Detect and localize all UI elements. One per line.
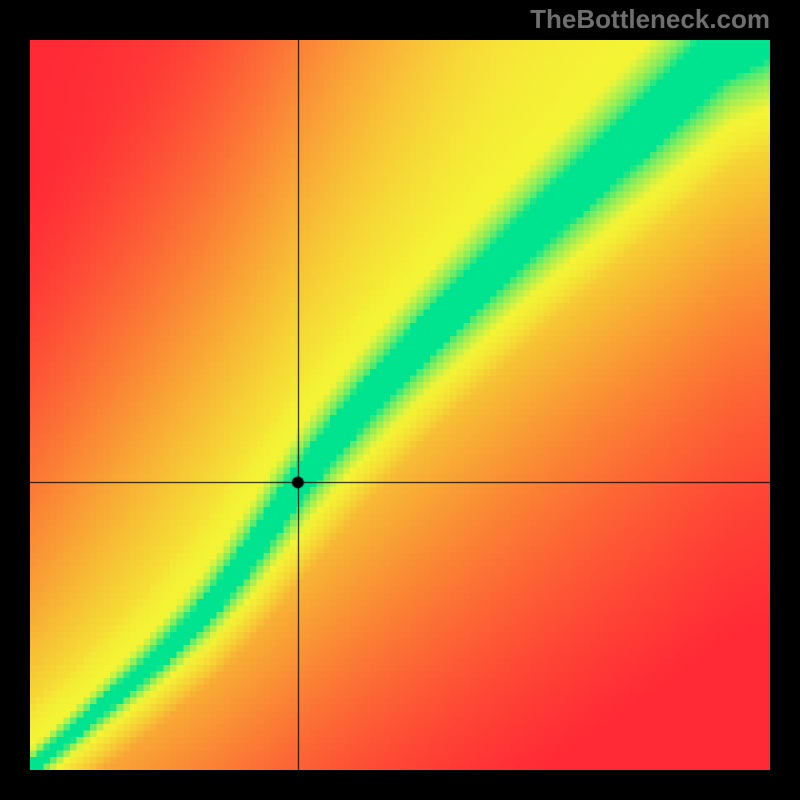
crosshair-overlay [30, 40, 770, 770]
watermark-text: TheBottleneck.com [530, 4, 770, 35]
chart-container: TheBottleneck.com [0, 0, 800, 800]
